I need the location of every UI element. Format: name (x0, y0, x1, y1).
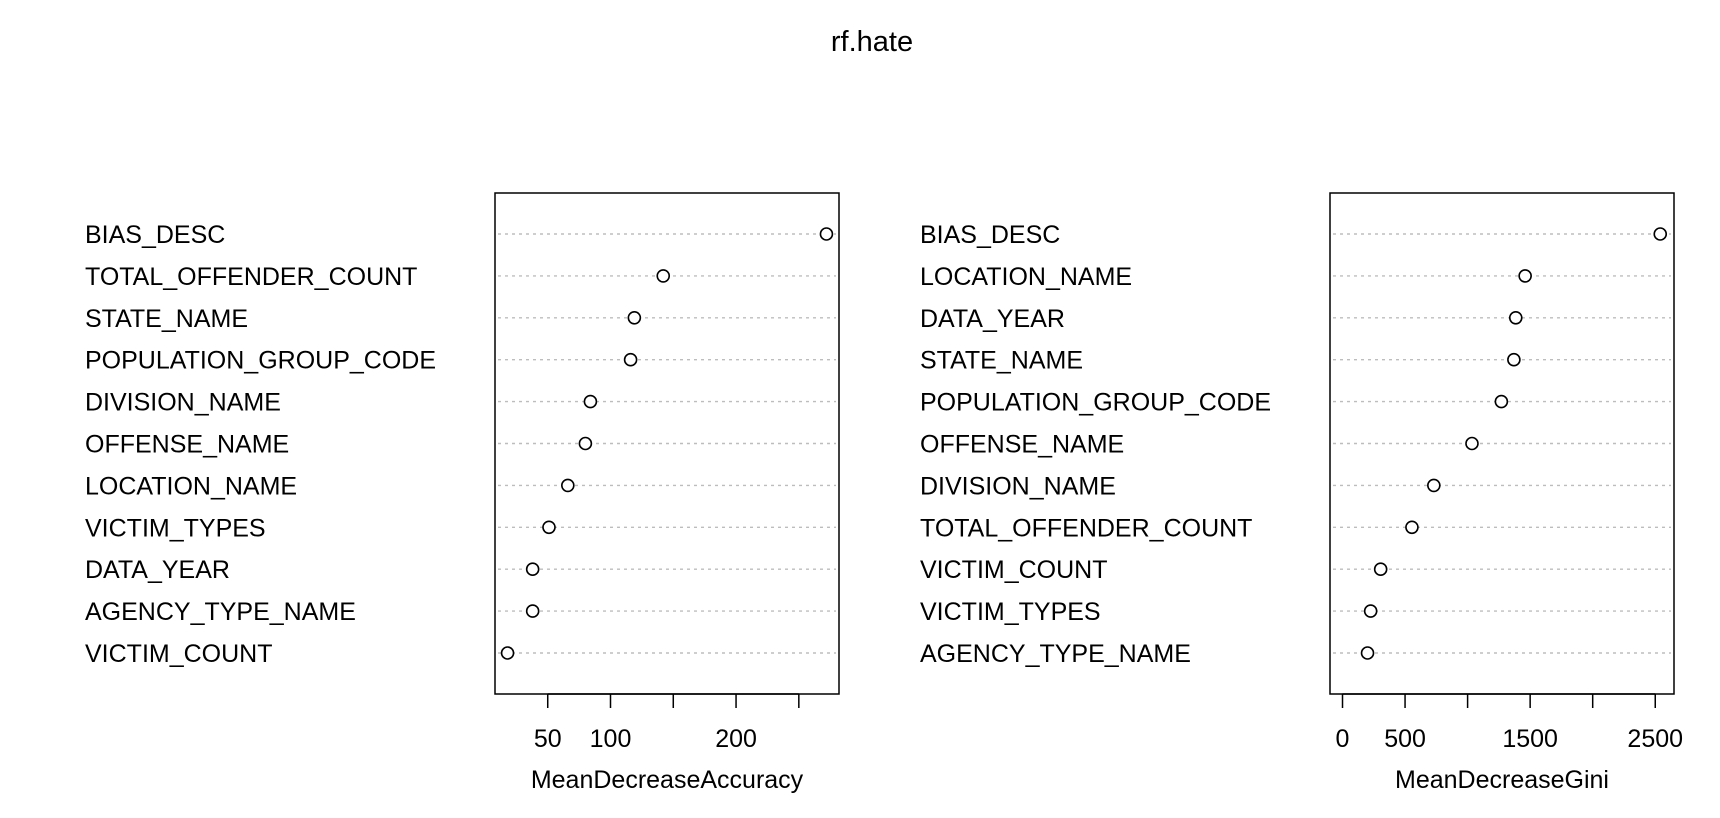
variable-label: AGENCY_TYPE_NAME (85, 598, 356, 626)
importance-point (623, 352, 638, 367)
importance-point (1494, 394, 1509, 409)
importance-point (1653, 227, 1668, 241)
x-tick-label: 500 (1384, 725, 1426, 753)
importance-point (1373, 562, 1388, 577)
x-tick-label: 1500 (1502, 725, 1558, 753)
x-axis-label: MeanDecreaseAccuracy (531, 766, 804, 794)
variable-label: AGENCY_TYPE_NAME (920, 640, 1191, 668)
variable-label: OFFENSE_NAME (920, 431, 1124, 459)
importance-point (1465, 436, 1479, 451)
importance-point (525, 562, 540, 577)
variable-label: POPULATION_GROUP_CODE (920, 389, 1271, 417)
x-tick-label: 50 (534, 725, 562, 753)
importance-point (819, 227, 834, 241)
importance-point (561, 478, 575, 493)
x-tick-label: 200 (715, 725, 757, 753)
variable-label: LOCATION_NAME (85, 472, 297, 500)
variable-label: STATE_NAME (85, 305, 248, 333)
variable-label: VICTIM_TYPES (920, 598, 1101, 626)
importance-point (1363, 604, 1378, 618)
importance-point (1507, 352, 1521, 367)
variable-label: TOTAL_OFFENDER_COUNT (85, 263, 417, 291)
x-tick-label: 2500 (1627, 725, 1683, 753)
x-tick-label: 100 (590, 725, 632, 753)
variable-label: BIAS_DESC (85, 221, 225, 249)
variable-label: STATE_NAME (920, 347, 1083, 375)
x-tick-label: 0 (1336, 725, 1350, 753)
variable-label: DATA_YEAR (85, 556, 230, 584)
importance-point (578, 436, 593, 451)
importance-point (500, 646, 515, 660)
variable-label: DIVISION_NAME (920, 472, 1116, 500)
variable-label: OFFENSE_NAME (85, 431, 289, 459)
importance-point (1508, 310, 1523, 325)
variable-label: VICTIM_COUNT (85, 640, 273, 668)
variable-label: DATA_YEAR (920, 305, 1065, 333)
importance-point (525, 604, 540, 618)
panel-mean-decrease-gini: BIAS_DESC LOCATION_NAME DATA_YEAR STATE_NAM… (920, 192, 1683, 794)
importance-point (627, 310, 642, 325)
variable-label: DIVISION_NAME (85, 389, 281, 417)
variable-label: VICTIM_COUNT (920, 556, 1108, 584)
importance-point (1518, 269, 1532, 283)
importance-point (542, 520, 556, 535)
importance-point (656, 269, 671, 283)
x-axis-label: MeanDecreaseGini (1395, 766, 1609, 794)
panel-mean-decrease-accuracy: BIAS_DESC TOTAL_OFFENDER_COUNT STATE_NAME P… (85, 192, 840, 794)
importance-point (1405, 520, 1419, 535)
variable-label: LOCATION_NAME (920, 263, 1132, 291)
variable-label: BIAS_DESC (920, 221, 1060, 249)
variable-label: POPULATION_GROUP_CODE (85, 347, 436, 375)
variable-label: TOTAL_OFFENDER_COUNT (920, 514, 1252, 542)
importance-point (1427, 478, 1441, 493)
importance-point (1360, 646, 1375, 660)
variable-label: VICTIM_TYPES (85, 514, 266, 542)
importance-point (583, 394, 598, 409)
chart-title: rf.hate (831, 26, 913, 58)
